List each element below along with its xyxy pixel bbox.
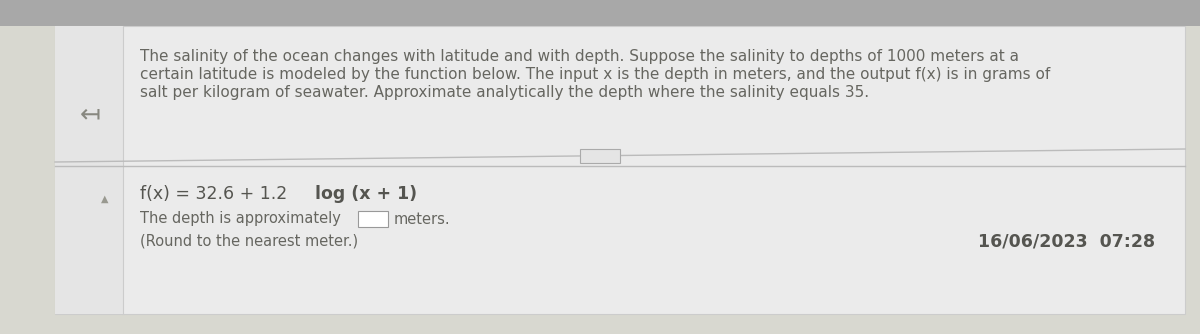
Text: ▲: ▲: [101, 194, 109, 204]
Bar: [55, 26, 1186, 314]
Text: certain latitude is modeled by the function below. The input x is the depth in m: certain latitude is modeled by the funct…: [140, 67, 1050, 82]
Bar: [358, 211, 388, 227]
Text: log (x + 1): log (x + 1): [314, 185, 418, 203]
Text: meters.: meters.: [394, 211, 451, 226]
Bar: [0, 0, 1200, 26]
Bar: [55, 26, 124, 314]
Text: 16/06/2023  07:28: 16/06/2023 07:28: [978, 232, 1154, 250]
Text: ↤: ↤: [79, 102, 101, 126]
Text: The salinity of the ocean changes with latitude and with depth. Suppose the sali: The salinity of the ocean changes with l…: [140, 49, 1019, 64]
Text: f(x) = 32.6 + 1.2: f(x) = 32.6 + 1.2: [140, 185, 293, 203]
Text: (Round to the nearest meter.): (Round to the nearest meter.): [140, 233, 358, 248]
Text: salt per kilogram of seawater. Approximate analytically the depth where the sali: salt per kilogram of seawater. Approxima…: [140, 85, 869, 100]
Text: The depth is approximately: The depth is approximately: [140, 211, 341, 226]
Bar: [580, 149, 620, 163]
